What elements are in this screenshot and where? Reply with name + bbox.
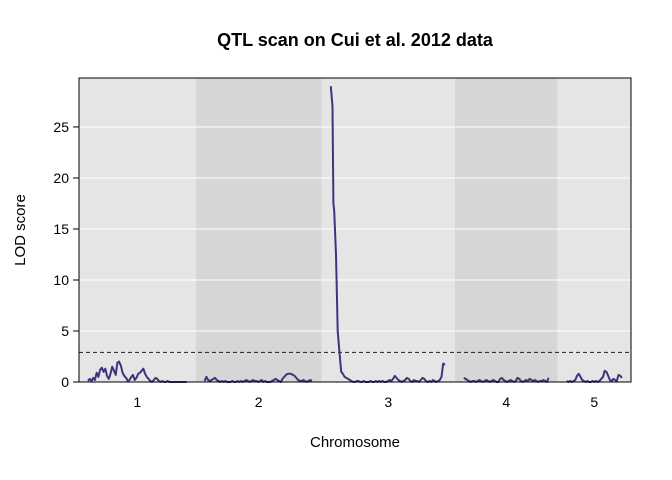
chromosome-band-3 xyxy=(321,78,455,382)
y-tick-label-20: 20 xyxy=(53,170,69,186)
x-tick-label-4: 4 xyxy=(502,394,510,410)
x-tick-label-5: 5 xyxy=(590,394,598,410)
chromosome-band-1 xyxy=(79,78,196,382)
y-axis-label: LOD score xyxy=(12,194,29,266)
x-axis-label: Chromosome xyxy=(310,434,400,451)
y-axis: 0 5 10 15 20 25 xyxy=(53,119,79,390)
y-tick-label-25: 25 xyxy=(53,119,69,135)
chromosome-band-5 xyxy=(557,78,631,382)
x-tick-label-2: 2 xyxy=(255,394,263,410)
plot-background xyxy=(79,78,631,382)
x-tick-label-1: 1 xyxy=(133,394,141,410)
chart-title: QTL scan on Cui et al. 2012 data xyxy=(217,30,494,50)
plot-frame xyxy=(78,77,632,383)
chromosome-band-2 xyxy=(195,78,322,382)
x-tick-label-3: 3 xyxy=(384,394,392,410)
y-tick-label-15: 15 xyxy=(53,221,69,237)
y-tick-label-10: 10 xyxy=(53,272,69,288)
y-tick-label-0: 0 xyxy=(61,374,69,390)
x-axis: 1 2 3 4 5 xyxy=(133,394,598,410)
y-tick-label-5: 5 xyxy=(61,323,69,339)
chromosome-band-4 xyxy=(454,78,558,382)
